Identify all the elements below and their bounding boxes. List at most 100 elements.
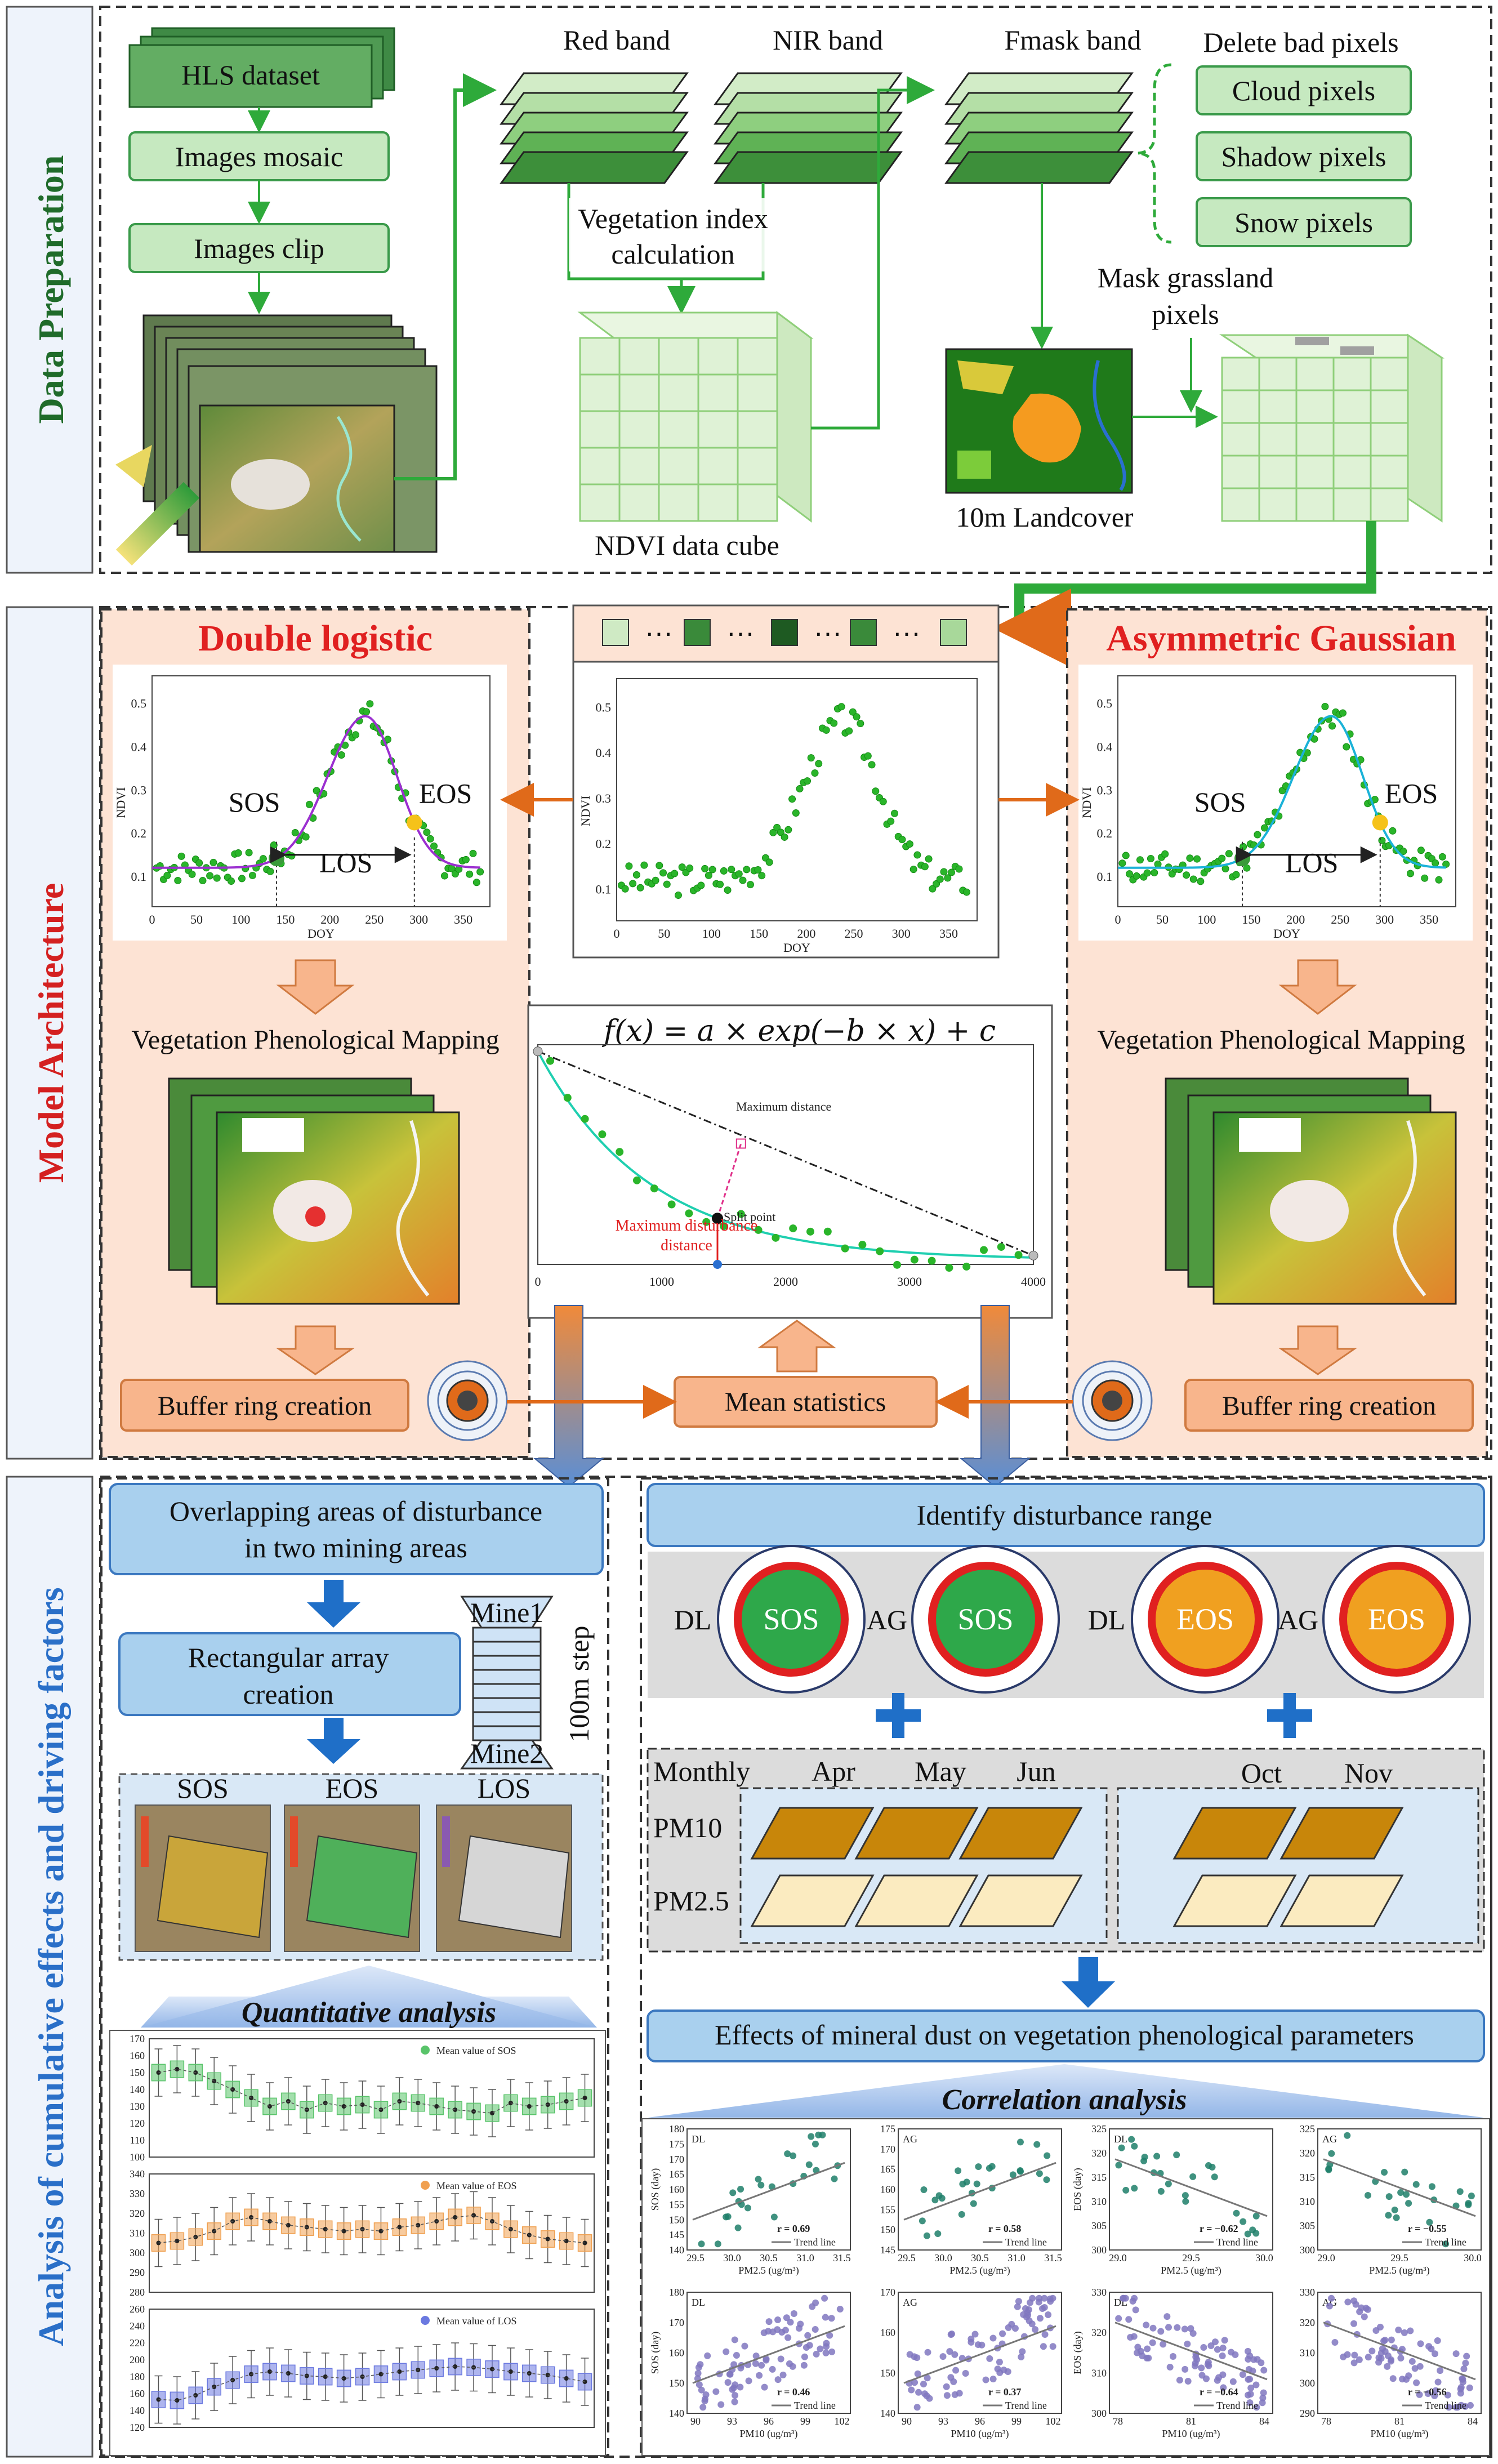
boxplot-ytick: 280 [130, 2287, 145, 2298]
doy-tick: 200 [797, 926, 815, 941]
distance-point [702, 1218, 711, 1226]
effects-label: Effects of mineral dust on vegetation ph… [715, 2019, 1414, 2051]
scatter-ytick: 310 [1091, 2196, 1107, 2207]
scatter-ytick: 150 [669, 2377, 684, 2389]
ndvi-point [933, 880, 940, 888]
scatter-point [1032, 2326, 1039, 2333]
ag-mapping-label: Vegetation Phenological Mapping [1097, 1025, 1465, 1055]
sos-label: SOS [229, 786, 280, 818]
scatter-point [1016, 2167, 1024, 2175]
scatter-point [1211, 2173, 1218, 2181]
scatter-point [1457, 2385, 1464, 2392]
box-mean [267, 2369, 272, 2374]
scatter-point [1408, 2358, 1416, 2365]
ndvi-point [845, 727, 853, 735]
scatter-point [1045, 2311, 1052, 2318]
scatter-point [1115, 2315, 1122, 2322]
ndvi-point [1438, 853, 1446, 861]
doy-tick: 0 [614, 926, 620, 941]
pm10-label: PM10 [653, 1812, 722, 1843]
ndvi-point [955, 865, 963, 873]
scatter-point [1413, 2379, 1420, 2386]
scatter-ytick: 180 [669, 2287, 684, 2298]
boxplot-frame [149, 2038, 595, 2158]
ndvi-point [288, 852, 296, 860]
distance-point [772, 1233, 780, 1242]
scatter-xtick: 31.0 [1007, 2252, 1026, 2264]
boxplot-ytick: 110 [130, 2135, 145, 2146]
dust-month-cell [1279, 1874, 1404, 1927]
ndvi-point [302, 833, 310, 841]
scatter-point [1014, 2303, 1021, 2310]
dust-month-cell [750, 1874, 875, 1927]
ndvi-tick: 0.2 [131, 826, 147, 840]
scatter-point [744, 2204, 751, 2212]
plot-frame [616, 678, 978, 921]
boxplot-ytick: 170 [130, 2033, 145, 2044]
scatter-point [1118, 2144, 1125, 2151]
ndvi-point [1389, 827, 1397, 835]
ndvi-point [716, 880, 724, 888]
trend-legend: Trend line [1216, 2236, 1258, 2248]
scatter-point [732, 2392, 739, 2399]
ndvi-point [656, 862, 663, 870]
fit-curve [152, 715, 480, 869]
ndvi-tick: 0.4 [131, 739, 147, 754]
scatter-ytick: 160 [880, 2327, 895, 2338]
scatter-point [920, 2186, 928, 2194]
scatter-point [712, 2388, 720, 2395]
scatter-point [1214, 2346, 1221, 2353]
scatter-r-value: r = 0.69 [777, 2223, 810, 2234]
ndvi-point [659, 869, 667, 877]
ndvi-tick: 0.5 [131, 696, 147, 710]
scatter-point [723, 2348, 730, 2355]
boxplot-ytick: 200 [130, 2354, 145, 2365]
split-point-marker [712, 1213, 723, 1224]
ndvi-point [746, 881, 754, 889]
distance-point [806, 1227, 814, 1236]
sos-marker [1234, 850, 1251, 867]
scatter-point [1452, 2350, 1460, 2358]
scatter-point [777, 2355, 784, 2363]
rect-array-label-2: creation [243, 1678, 333, 1710]
scatter-point [731, 2398, 738, 2405]
ndvi-point [720, 867, 728, 875]
scatter-point [947, 2331, 955, 2338]
scatter-point [1044, 2152, 1051, 2159]
scatter-ytick: 300 [1091, 2244, 1107, 2256]
scatter-ytick: 175 [880, 2123, 895, 2135]
scatter-xtick: 84 [1468, 2416, 1478, 2427]
ndvi-point [906, 840, 913, 848]
boxplot-ytick: 100 [130, 2151, 145, 2163]
scatter-point [1460, 2365, 1468, 2373]
scatter-point [1036, 2294, 1043, 2302]
box-mean [341, 2229, 346, 2234]
doy-tick: 300 [1375, 912, 1394, 926]
scatter-point [1465, 2200, 1472, 2207]
distance-point [598, 1130, 607, 1139]
scatter-point [938, 2195, 946, 2202]
scatter-point [1011, 2325, 1019, 2332]
boxplot-ytick: 120 [130, 2118, 145, 2129]
ndvi-point [440, 872, 448, 880]
scatter-frame [898, 2128, 1062, 2251]
scatter-point [1397, 2355, 1405, 2362]
scatter-frame [1109, 2128, 1273, 2251]
ndvi-tick: 0.5 [1097, 696, 1113, 710]
ag-down-arrow-1 [1278, 959, 1357, 1015]
dl-down-arrow-2 [276, 1325, 355, 1375]
scatter-point [1356, 2356, 1363, 2363]
scatter-point [698, 2240, 705, 2248]
scatter-frame [686, 2128, 851, 2251]
distance-point [650, 1184, 658, 1193]
scatter-point [769, 2328, 777, 2336]
split-point-panel [527, 1004, 1053, 1319]
ndvi-point [1406, 870, 1414, 877]
distance-point [685, 1209, 693, 1218]
scatter-point [729, 2386, 736, 2393]
dl-buffer-ring-label: Buffer ring creation [158, 1391, 372, 1421]
ndvi-point [868, 761, 876, 769]
doy-tick: 100 [231, 912, 250, 926]
scatter-point [923, 2232, 930, 2239]
dust-month-cell [854, 1807, 979, 1860]
